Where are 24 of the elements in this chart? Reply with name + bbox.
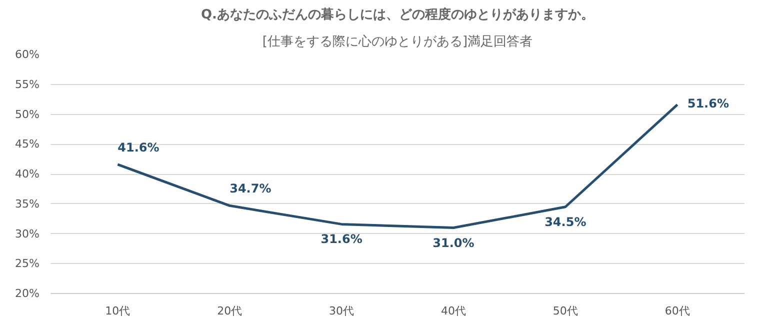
x-tick-label: 10代 [105, 304, 130, 318]
x-tick-label: 60代 [664, 304, 690, 318]
data-label: 51.6% [687, 96, 729, 111]
y-tick-label: 40% [15, 168, 40, 180]
x-tick-label: 20代 [217, 304, 242, 318]
data-label: 31.0% [432, 236, 474, 250]
data-label: 41.6% [118, 140, 160, 154]
chart-subtitle: [仕事をする際に心のゆとりがある]満足回答者 [262, 34, 533, 50]
x-tick-label: 30代 [329, 304, 354, 318]
data-label: 34.5% [544, 214, 586, 229]
y-tick-label: 25% [15, 257, 40, 270]
y-tick-label: 35% [15, 197, 40, 210]
x-tick-label: 40代 [440, 304, 466, 318]
data-label: 31.6% [320, 232, 362, 246]
y-tick-label: 50% [15, 108, 40, 121]
data-label: 34.7% [230, 182, 272, 196]
y-tick-label: 55% [15, 78, 40, 91]
x-tick-label: 50代 [552, 304, 578, 318]
y-tick-label: 20% [15, 287, 40, 300]
line-series [116, 103, 679, 230]
y-tick-label: 60% [15, 48, 40, 61]
y-tick-label: 30% [15, 227, 40, 240]
chart-title: Q.あなたのふだんの暮らしには、どの程度のゆとりがありますか。 [201, 6, 594, 22]
y-tick-label: 45% [15, 138, 40, 151]
